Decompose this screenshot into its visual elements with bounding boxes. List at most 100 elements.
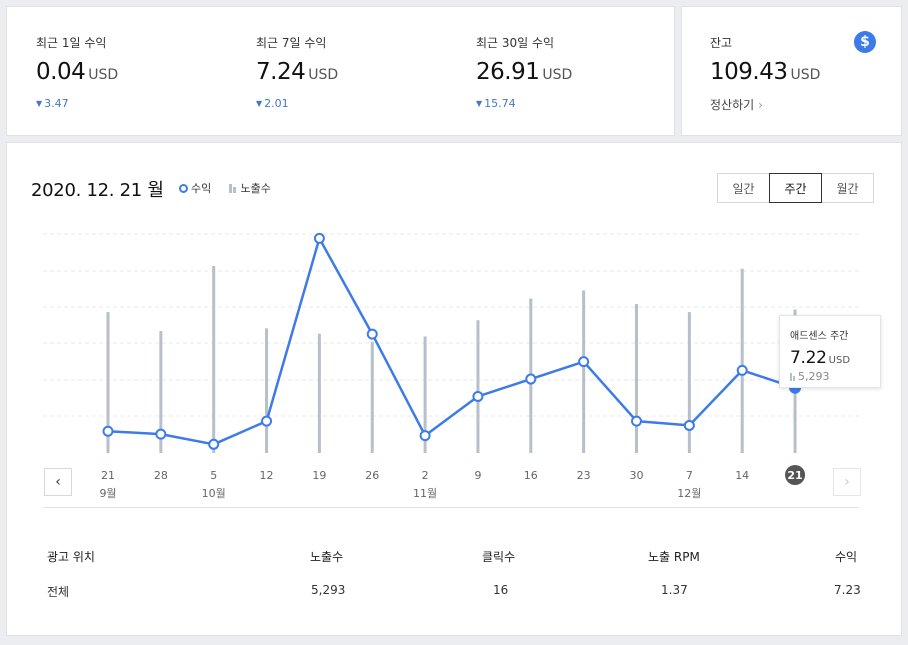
table-divider: [43, 507, 859, 508]
x-tick-label: 21: [101, 469, 115, 482]
x-month-label: 9월: [99, 487, 116, 500]
earnings-point: [261, 415, 273, 427]
impressions-bar: [423, 336, 427, 453]
earnings-point: [208, 438, 220, 450]
stat-value: 7.24: [256, 59, 306, 85]
x-month-label: 11월: [413, 487, 437, 500]
settle-link[interactable]: 정산하기 ›: [710, 96, 763, 113]
x-tick-label: 12: [260, 469, 274, 482]
earnings-point: [631, 415, 642, 427]
earnings-summary-card: 최근 1일 수익 0.04 USD ▼ 3.47 최근 7일 수익 7.24 USD …: [6, 6, 675, 136]
earnings-point: [419, 430, 431, 442]
bar-icon: [793, 376, 795, 381]
chevron-left-icon: ‹: [55, 474, 61, 490]
impressions-bar: [370, 341, 374, 453]
chart-card: 2020. 12. 21 월 수익 노출수 일간 주간 월간 21 28 5 12 19…: [6, 142, 902, 636]
stat-30day: 최근 30일 수익 26.91 USD ▼ 15.74: [476, 34, 572, 110]
stat-delta: ▼ 2.01: [256, 97, 289, 110]
x-tick-label: 16: [524, 469, 538, 482]
tab-monthly[interactable]: 월간: [821, 173, 874, 203]
earnings-point: [313, 232, 325, 244]
x-tick-label: 28: [154, 469, 168, 482]
bar-icon: [790, 373, 792, 381]
x-tick-label: 21: [787, 469, 802, 482]
stat-value-row: 0.04 USD: [36, 59, 118, 85]
col-header-rpm: 노출 RPM: [648, 550, 700, 564]
stat-unit: USD: [88, 67, 119, 83]
tab-weekly[interactable]: 주간: [769, 173, 822, 203]
tooltip-unit: USD: [828, 355, 851, 366]
earnings-point: [736, 364, 748, 376]
stat-delta: ▼ 15.74: [476, 97, 516, 110]
stat-value: 26.91: [476, 59, 540, 85]
stat-unit: USD: [542, 67, 573, 83]
balance-unit: USD: [790, 67, 821, 83]
legend-impressions: 노출수: [229, 180, 271, 196]
tab-daily[interactable]: 일간: [717, 173, 770, 203]
next-period-button[interactable]: ›: [833, 468, 861, 496]
down-arrow-icon: ▼: [256, 99, 263, 108]
legend-earnings: 수익: [179, 180, 211, 196]
earnings-line: [107, 237, 796, 446]
down-arrow-icon: ▼: [476, 99, 483, 108]
x-tick-label: 14: [735, 469, 749, 482]
col-header-earnings: 수익: [835, 550, 858, 564]
x-tick-label: 30: [630, 469, 644, 482]
chart-tooltip: 애드센스 주간 7.22 USD 5,293: [779, 315, 881, 388]
earnings-point: [472, 390, 484, 402]
impressions-bar: [476, 320, 480, 453]
stat-value-row: 26.91 USD: [476, 59, 572, 85]
chevron-right-icon: ›: [758, 98, 763, 112]
stat-7day: 최근 7일 수익 7.24 USD ▼ 2.01: [256, 34, 338, 110]
period-title: 2020. 12. 21 월: [31, 180, 164, 201]
impressions-bar: [106, 312, 110, 453]
impressions-bar: [159, 331, 163, 453]
balance-value-row: 109.43 USD: [710, 59, 820, 85]
bar-icon: [233, 187, 236, 193]
x-tick-label: 26: [365, 469, 379, 482]
table-cell-clicks: 16: [493, 583, 509, 597]
earnings-chart: 21 28 5 12 19 26 2 9 16 23 30 7 14 21 9월 10월 11월 12월: [43, 232, 861, 500]
impressions-bar: [687, 312, 691, 453]
x-tick-label: 23: [577, 469, 591, 482]
balance-value: 109.43: [710, 59, 788, 85]
legend-impressions-label: 노출수: [240, 182, 271, 195]
dollar-icon: $: [854, 31, 876, 53]
impressions-bar: [265, 328, 269, 453]
stat-label: 최근 1일 수익: [36, 36, 107, 50]
impressions-bar: [582, 290, 586, 453]
balance-stat: 잔고 109.43 USD: [710, 34, 820, 85]
tooltip-title: 애드센스 주간: [790, 331, 849, 342]
stat-1day: 최근 1일 수익 0.04 USD ▼ 3.47: [36, 34, 118, 110]
settle-label: 정산하기: [710, 98, 755, 112]
stat-label: 최근 30일 수익: [476, 36, 555, 50]
col-header-clicks: 클릭수: [482, 550, 516, 564]
tooltip-value-row: 7.22 USD: [790, 348, 870, 368]
circle-icon: [179, 184, 188, 193]
stat-unit: USD: [308, 67, 339, 83]
x-tick-label: 9: [474, 469, 481, 482]
impressions-bar: [740, 268, 744, 453]
earnings-point: [155, 428, 167, 440]
bar-icon: [229, 184, 232, 193]
col-header-placement: 광고 위치: [47, 550, 95, 564]
stat-value-row: 7.24 USD: [256, 59, 338, 85]
impressions-bar: [635, 303, 638, 453]
prev-period-button[interactable]: ‹: [44, 468, 72, 496]
earnings-point: [683, 419, 695, 431]
earnings-point: [102, 425, 114, 437]
table-cell-impressions: 5,293: [311, 583, 346, 597]
table-cell-rpm: 1.37: [661, 583, 688, 597]
balance-card: 잔고 109.43 USD $ 정산하기 ›: [681, 6, 902, 136]
impressions-bar: [317, 333, 321, 453]
table-cell-placement: 전체: [47, 585, 70, 599]
x-tick-label: 2: [422, 469, 429, 482]
x-month-label: 12월: [677, 487, 701, 500]
balance-label: 잔고: [710, 36, 733, 50]
legend-earnings-label: 수익: [191, 182, 212, 195]
stat-delta: ▼ 3.47: [36, 97, 69, 110]
x-tick-label: 7: [686, 469, 693, 482]
table-cell-earnings: 7.23: [834, 583, 861, 597]
col-header-impressions: 노출수: [310, 550, 344, 564]
tooltip-impressions: 5,293: [790, 370, 870, 383]
